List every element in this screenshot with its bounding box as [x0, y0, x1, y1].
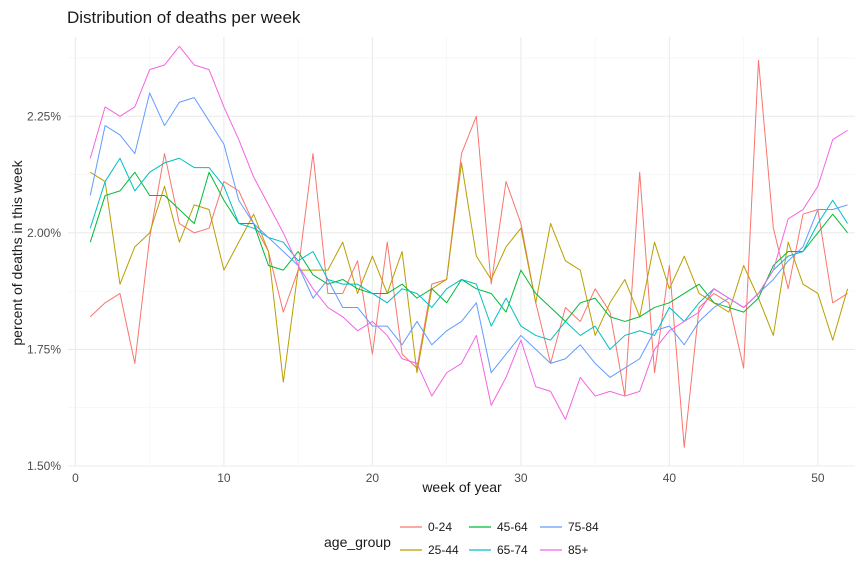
series-line-45-64 [89, 171, 848, 322]
y-tick-label: 1.50% [27, 459, 61, 473]
legend-label-75-84: 75-84 [568, 520, 599, 534]
legend-title: age_group [324, 534, 391, 550]
series-line-0-24 [89, 59, 848, 448]
legend-label-85+: 85+ [568, 543, 588, 557]
x-axis-ticks: 0 10 20 30 40 50 [72, 471, 825, 485]
y-axis-ticks: 1.50% 1.75% 2.00% 2.25% [27, 109, 61, 473]
x-tick-label: 40 [663, 471, 677, 485]
series-line-25-44 [90, 162, 849, 383]
y-tick-label: 2.00% [27, 226, 61, 240]
x-tick-label: 30 [514, 471, 528, 485]
y-tick-label: 1.75% [27, 342, 61, 356]
x-tick-label: 50 [811, 471, 825, 485]
series-lines [89, 45, 849, 448]
series-line-75-84 [89, 92, 848, 378]
x-tick-label: 0 [72, 471, 79, 485]
x-tick-label: 20 [366, 471, 380, 485]
chart-title: Distribution of deaths per week [67, 8, 301, 27]
legend: age_group 0-24 25-44 45-64 65-74 75-84 85+ [324, 520, 599, 557]
series-line-65-74 [89, 157, 849, 350]
y-tick-label: 2.25% [27, 109, 61, 123]
series-line-85+ [89, 45, 848, 420]
x-axis-title: week of year [421, 479, 502, 495]
y-axis-title: percent of deaths in this week [9, 159, 25, 345]
x-tick-label: 10 [217, 471, 231, 485]
grid [68, 37, 855, 467]
legend-label-0-24: 0-24 [428, 520, 452, 534]
legend-label-45-64: 45-64 [497, 520, 528, 534]
legend-label-25-44: 25-44 [428, 543, 459, 557]
legend-label-65-74: 65-74 [497, 543, 528, 557]
